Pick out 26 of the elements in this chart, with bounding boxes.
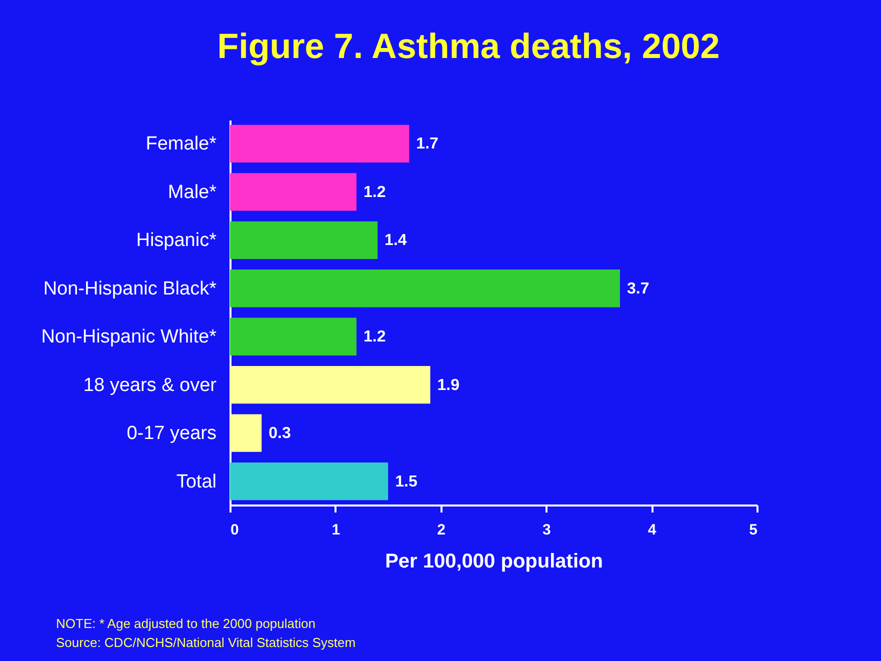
x-tick-label: 5 (749, 522, 758, 538)
data-label: 0.3 (268, 425, 291, 442)
y-tick-label: 18 years & over (83, 374, 218, 396)
x-axis-title: Per 100,000 population (385, 550, 603, 572)
y-tick-label: Non-Hispanic Black* (43, 278, 218, 300)
data-label: 1.9 (437, 376, 460, 394)
y-tick-label: Total (176, 471, 216, 492)
y-tick-label: Non-Hispanic White* (41, 326, 218, 348)
data-label: 1.2 (363, 184, 386, 201)
x-tick-label: 3 (542, 522, 551, 538)
x-tick-label: 0 (230, 522, 239, 538)
x-tick-label: 4 (648, 522, 657, 538)
data-label: 1.7 (416, 136, 439, 153)
source-note: Source: CDC/NCHS/National Vital Statistics System (56, 634, 356, 652)
text: NOTE: * Age adjusted to the 2000 population (56, 615, 316, 633)
x-tick-label: 2 (437, 522, 446, 538)
data-label: 3.7 (626, 280, 650, 298)
chart-title: Figure 7. Asthma deaths, 2002 (217, 27, 720, 66)
y-tick-label: Female* (146, 134, 218, 155)
data-label: 1.5 (395, 473, 418, 490)
data-label: 1.2 (363, 328, 386, 346)
x-tick-label: 1 (332, 522, 340, 538)
y-tick-label: Male* (168, 182, 218, 203)
data-label: 1.4 (384, 232, 407, 250)
y-tick-label: Hispanic* (136, 230, 218, 252)
y-tick-label: 0-17 years (126, 423, 216, 444)
